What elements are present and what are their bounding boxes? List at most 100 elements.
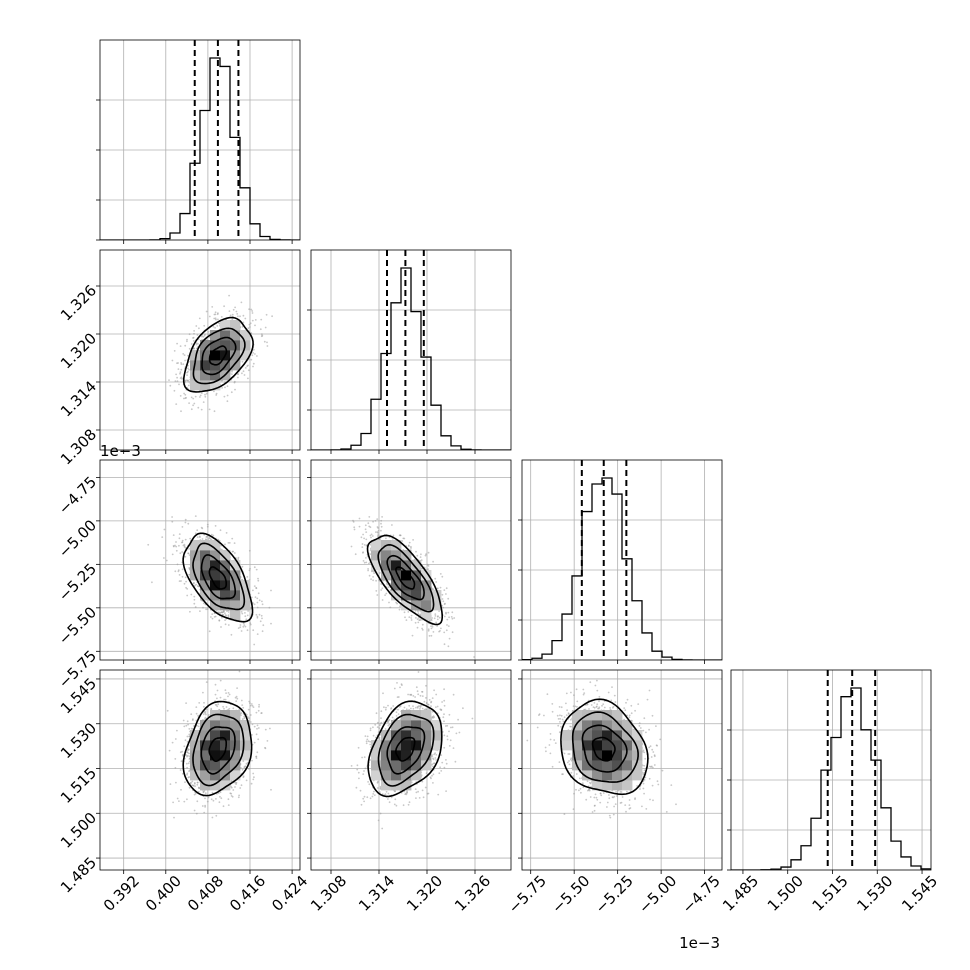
scatter-point [427, 568, 429, 571]
scatter-point [185, 586, 188, 589]
scatter-point [432, 560, 434, 563]
scatter-point [180, 788, 182, 791]
scatter-point [443, 713, 445, 716]
scatter-point [376, 726, 379, 728]
scatter-point [361, 756, 363, 759]
scatter-point [439, 586, 442, 589]
scatter-point [211, 306, 214, 308]
scatter-point [178, 580, 181, 582]
scatter-point [430, 777, 432, 780]
scatter-point [601, 704, 603, 707]
scatter-point [408, 616, 411, 618]
density-cell [190, 750, 201, 761]
scatter-point [562, 720, 565, 723]
density-cell [381, 760, 392, 771]
scatter-point [197, 342, 199, 345]
scatter-point [178, 574, 181, 576]
scatter-point [366, 735, 369, 738]
density-cell [210, 760, 221, 771]
scatter-point [551, 703, 554, 705]
scatter-point [250, 596, 253, 599]
scatter-point [430, 627, 433, 630]
scatter-point [471, 717, 474, 720]
scatter-point [195, 712, 198, 715]
scatter-point [407, 611, 410, 613]
density-cell [592, 750, 603, 761]
scatter-point [437, 615, 439, 617]
scatter-point [261, 603, 264, 606]
scatter-point [231, 318, 234, 321]
scatter-point [214, 311, 217, 314]
scatter-point [246, 629, 249, 632]
scatter-point [626, 790, 628, 793]
scatter-point [218, 611, 220, 614]
scatter-point [576, 706, 578, 708]
scatter-point [227, 798, 230, 801]
panel-frame [521, 459, 723, 661]
scatter-point [363, 544, 366, 546]
scatter-point [174, 570, 177, 573]
scatter-point [549, 752, 552, 755]
scatter-point [638, 725, 641, 727]
scatter-point [626, 698, 629, 701]
scatter-point [193, 348, 195, 350]
scatter-point [237, 373, 239, 375]
scatter-point [255, 613, 258, 616]
scatter-point [186, 751, 189, 753]
scatter-point [188, 548, 191, 550]
scatter-point [256, 751, 259, 754]
scatter-point [181, 551, 184, 553]
scatter-point [638, 722, 641, 725]
scatter-point [367, 522, 370, 525]
scatter-point [565, 692, 568, 695]
scatter-point [417, 617, 420, 619]
scatter-point [414, 621, 417, 624]
scatter-point [455, 732, 458, 735]
scatter-point [648, 746, 651, 749]
scatter-point [536, 726, 539, 729]
scatter-point [237, 376, 239, 379]
scatter-point [628, 807, 631, 810]
scatter-point [425, 702, 428, 704]
density-cell [190, 730, 201, 741]
x-tick-label-p3: 1.485 [719, 872, 762, 915]
scatter-point [432, 631, 435, 633]
scatter-point [180, 760, 183, 763]
scatter-point [439, 708, 442, 711]
scatter-point [151, 581, 153, 584]
scatter-point [634, 709, 636, 712]
scatter-point [261, 333, 263, 336]
scatter-point [603, 706, 606, 709]
scatter-point [379, 812, 382, 815]
scatter-point [649, 745, 652, 748]
scatter-point [240, 611, 243, 613]
scatter-point [390, 708, 392, 710]
scatter-point [423, 700, 426, 703]
scatter-point [432, 773, 435, 776]
scatter-point [186, 772, 189, 775]
scatter-point [398, 608, 401, 611]
density-cell [220, 750, 231, 761]
scatter-point [255, 757, 258, 759]
scatter-point [188, 786, 191, 789]
scatter-point [575, 773, 578, 775]
scatter-point [183, 800, 186, 803]
scatter-point [428, 635, 431, 637]
contour-level-3 [560, 698, 649, 796]
density-cell [200, 350, 211, 361]
scatter-point [211, 791, 214, 794]
scatter-point [380, 519, 383, 522]
scatter-point [266, 345, 269, 347]
scatter-point [252, 589, 254, 592]
scatter-point [594, 793, 597, 796]
scatter-point [176, 797, 179, 800]
scatter-point [380, 583, 383, 585]
scatter-point [178, 800, 180, 802]
density-cell [411, 770, 422, 781]
y-tick-label-p3: 1.500 [57, 809, 100, 852]
scatter-point [593, 809, 596, 812]
scatter-point [171, 359, 174, 362]
scatter-point [551, 710, 554, 713]
scatter-point [248, 569, 251, 572]
scatter-point [181, 750, 184, 753]
